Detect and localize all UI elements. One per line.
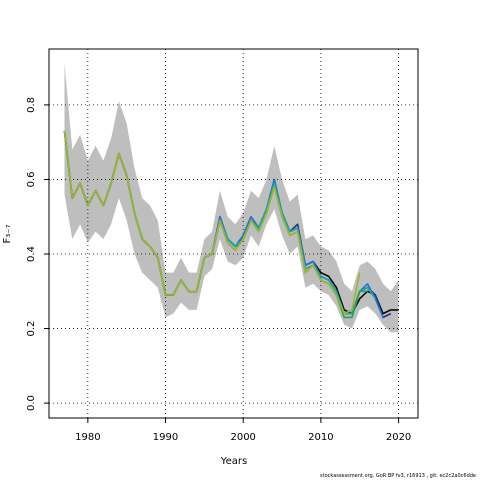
x-tick-label: 2010: [308, 432, 333, 443]
x-tick-label: 1990: [153, 432, 178, 443]
footer-note: stockassessment.org, GoR BP fv3, r16913 …: [320, 473, 476, 479]
y-tick-label: 0.6: [26, 172, 37, 188]
x-axis: 1980 1990 2000 2010 2020: [75, 418, 411, 443]
y-tick-label: 0.0: [26, 395, 37, 411]
y-tick-label: 0.8: [26, 97, 37, 113]
x-tick-label: 1980: [75, 432, 100, 443]
series-lines: [63, 130, 399, 319]
x-tick-label: 2020: [386, 432, 411, 443]
x-axis-title: Years: [220, 456, 247, 467]
y-tick-label: 0.2: [26, 321, 37, 337]
y-tick-label: 0.4: [26, 246, 37, 262]
plot-frame: [48, 48, 419, 419]
x-tick-label: 2000: [230, 432, 255, 443]
y-axis-title: F₃₋₇: [2, 224, 13, 243]
series-line-6: [63, 130, 361, 315]
y-axis: 0.0 0.2 0.4 0.6 0.8: [26, 97, 49, 411]
